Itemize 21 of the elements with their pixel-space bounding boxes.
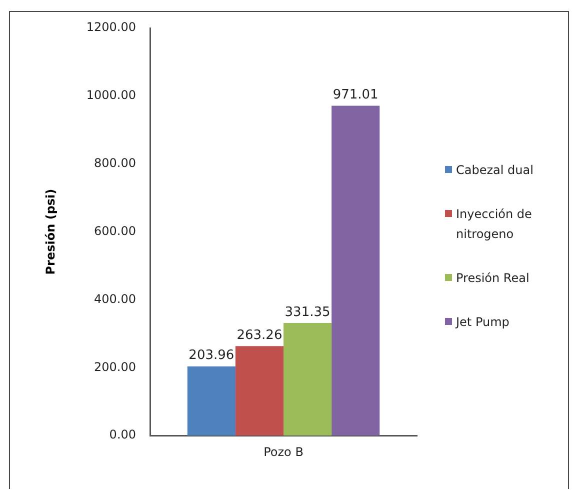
y-tick-label: 1000.00	[86, 88, 136, 102]
legend-label: Presión Real	[456, 270, 530, 287]
y-tick-label: 600.00	[94, 224, 136, 238]
bar	[284, 323, 332, 436]
y-tick-label: 800.00	[94, 156, 136, 170]
y-tick-label: 200.00	[94, 360, 136, 374]
data-label: 971.01	[332, 88, 378, 103]
data-label: 203.96	[188, 348, 234, 364]
legend-label: Jet Pump	[456, 314, 510, 331]
bar	[187, 366, 236, 436]
y-axis-title: Presión (psi)	[43, 188, 58, 275]
y-tick-label: 400.00	[94, 292, 136, 306]
legend-label: Cabezal dual	[456, 162, 534, 179]
data-label: 331.35	[284, 304, 330, 320]
bar	[332, 106, 380, 436]
y-tick-label: 1200.00	[86, 20, 136, 34]
data-label: 263.26	[236, 328, 282, 344]
legend-label: Inyección de nitrogeno	[456, 206, 533, 243]
bar	[235, 346, 284, 436]
x-tick-label: Pozo B	[264, 444, 304, 459]
y-tick-label: 0.00	[109, 428, 136, 442]
